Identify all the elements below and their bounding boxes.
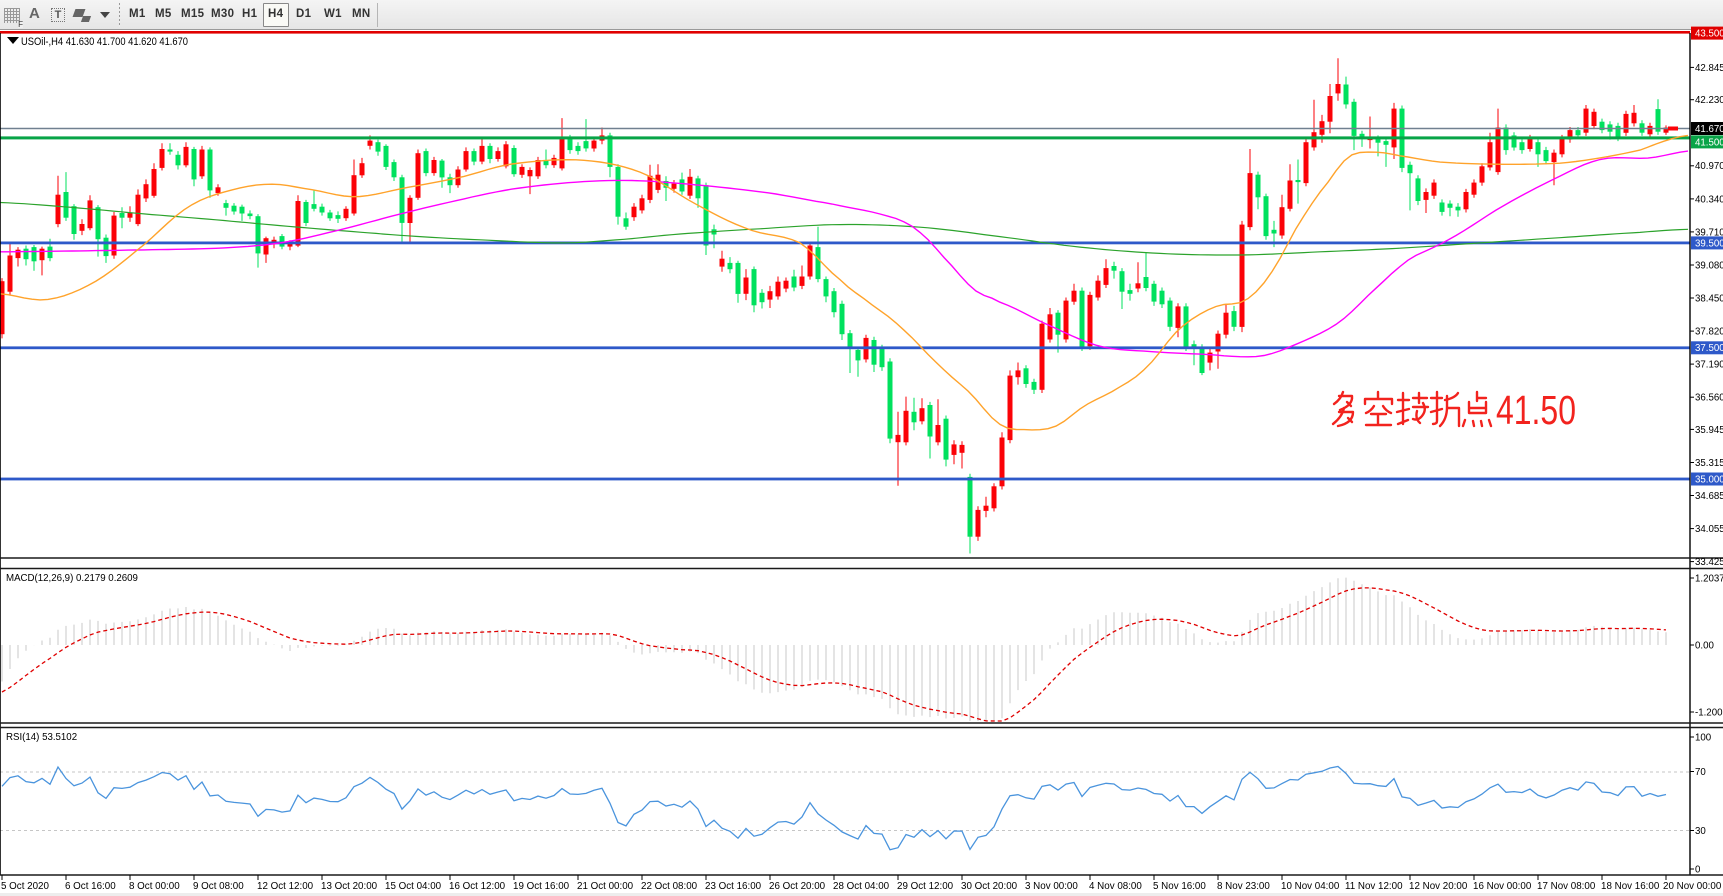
svg-text:35.000: 35.000 [1695, 474, 1723, 485]
svg-text:26 Oct 20:00: 26 Oct 20:00 [769, 881, 826, 892]
svg-text:39.080: 39.080 [1695, 260, 1723, 271]
svg-text:9 Oct 08:00: 9 Oct 08:00 [193, 881, 244, 892]
svg-text:-1.2008: -1.2008 [1695, 707, 1723, 718]
svg-text:6 Oct 16:00: 6 Oct 16:00 [65, 881, 116, 892]
svg-text:15 Oct 04:00: 15 Oct 04:00 [385, 881, 442, 892]
svg-text:3 Nov 00:00: 3 Nov 00:00 [1025, 881, 1078, 892]
svg-text:17 Nov 08:00: 17 Nov 08:00 [1537, 881, 1596, 892]
svg-text:34.685: 34.685 [1695, 491, 1723, 502]
svg-text:35.945: 35.945 [1695, 425, 1723, 436]
svg-text:RSI(14) 53.5102: RSI(14) 53.5102 [6, 732, 77, 743]
svg-text:16 Nov 00:00: 16 Nov 00:00 [1473, 881, 1532, 892]
svg-text:100: 100 [1695, 732, 1712, 743]
svg-text:22 Oct 08:00: 22 Oct 08:00 [641, 881, 698, 892]
svg-text:8 Nov 23:00: 8 Nov 23:00 [1217, 881, 1270, 892]
svg-text:18 Nov 16:00: 18 Nov 16:00 [1601, 881, 1660, 892]
svg-text:8 Oct 00:00: 8 Oct 00:00 [129, 881, 180, 892]
svg-text:5 Nov 16:00: 5 Nov 16:00 [1153, 881, 1206, 892]
svg-text:35.315: 35.315 [1695, 458, 1723, 469]
svg-text:39.500: 39.500 [1695, 238, 1723, 249]
svg-text:40.340: 40.340 [1695, 194, 1723, 205]
svg-text:36.560: 36.560 [1695, 393, 1723, 404]
svg-text:37.190: 37.190 [1695, 360, 1723, 371]
svg-text:40.970: 40.970 [1695, 161, 1723, 172]
svg-text:38.450: 38.450 [1695, 293, 1723, 304]
svg-text:29 Oct 12:00: 29 Oct 12:00 [897, 881, 954, 892]
svg-text:41.50: 41.50 [1496, 387, 1576, 433]
svg-text:MACD(12,26,9) 0.2179 0.2609: MACD(12,26,9) 0.2179 0.2609 [6, 573, 138, 584]
svg-text:11 Nov 12:00: 11 Nov 12:00 [1345, 881, 1403, 892]
svg-text:4 Nov 08:00: 4 Nov 08:00 [1089, 881, 1142, 892]
svg-text:0: 0 [1695, 864, 1701, 875]
svg-text:43.500: 43.500 [1695, 29, 1723, 40]
svg-text:30 Oct 20:00: 30 Oct 20:00 [961, 881, 1018, 892]
svg-text:10 Nov 04:00: 10 Nov 04:00 [1281, 881, 1340, 892]
svg-text:34.055: 34.055 [1695, 524, 1723, 535]
svg-text:12 Nov 20:00: 12 Nov 20:00 [1409, 881, 1468, 892]
svg-text:42.845: 42.845 [1695, 63, 1723, 74]
svg-text:42.230: 42.230 [1695, 95, 1723, 106]
svg-text:41.670: 41.670 [1695, 124, 1723, 135]
svg-text:5 Oct 2020: 5 Oct 2020 [1, 881, 49, 892]
svg-text:41.500: 41.500 [1695, 137, 1723, 148]
svg-text:USOil-,H4 41.630 41.700 41.62: USOil-,H4 41.630 41.700 41.620 41.670 [21, 36, 188, 48]
svg-text:16 Oct 12:00: 16 Oct 12:00 [449, 881, 506, 892]
svg-text:21 Oct 00:00: 21 Oct 00:00 [577, 881, 634, 892]
svg-text:33.425: 33.425 [1695, 557, 1723, 568]
svg-text:23 Oct 16:00: 23 Oct 16:00 [705, 881, 762, 892]
svg-text:13 Oct 20:00: 13 Oct 20:00 [321, 881, 378, 892]
svg-text:20 Nov 00:00: 20 Nov 00:00 [1663, 881, 1722, 892]
svg-text:70: 70 [1695, 767, 1706, 778]
svg-text:30: 30 [1695, 826, 1706, 837]
svg-text:1.2037: 1.2037 [1695, 573, 1723, 584]
svg-text:19 Oct 16:00: 19 Oct 16:00 [513, 881, 570, 892]
svg-text:37.820: 37.820 [1695, 327, 1723, 338]
svg-text:39.710: 39.710 [1695, 227, 1723, 238]
svg-text:0.00: 0.00 [1695, 640, 1714, 651]
svg-text:37.500: 37.500 [1695, 343, 1723, 354]
svg-text:28 Oct 04:00: 28 Oct 04:00 [833, 881, 890, 892]
svg-text:12 Oct 12:00: 12 Oct 12:00 [257, 881, 314, 892]
